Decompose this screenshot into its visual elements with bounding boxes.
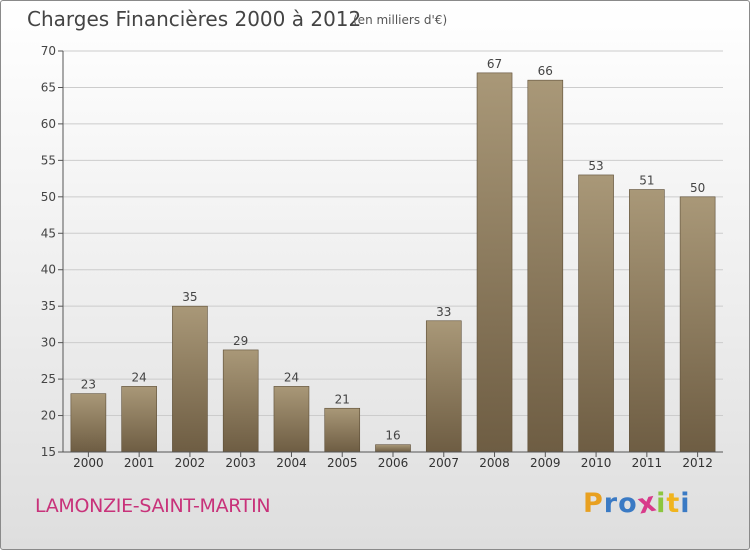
x-tick-label-2003: 2003	[225, 456, 256, 470]
x-tick-label-2000: 2000	[73, 456, 104, 470]
data-label-2002: 35	[182, 290, 197, 304]
y-tick-label: 65	[41, 80, 56, 94]
logo-letter: t	[666, 488, 681, 519]
data-label-2003: 29	[233, 334, 248, 348]
logo-letter: o	[618, 488, 638, 519]
x-tick-label-2008: 2008	[479, 456, 510, 470]
x-tick-label-2006: 2006	[378, 456, 409, 470]
bar-2002	[172, 305, 208, 453]
chart-title: Charges Financières 2000 à 2012	[27, 7, 362, 31]
logo-letter: P	[583, 488, 604, 519]
x-tick-label-2012: 2012	[682, 456, 713, 470]
y-tick-label: 45	[41, 226, 56, 240]
y-tick-label: 50	[41, 190, 56, 204]
bar-2005	[324, 407, 361, 453]
place-name: LAMONZIE-SAINT-MARTIN	[35, 495, 271, 517]
bar-2000	[70, 393, 107, 453]
y-tick-label: 25	[41, 372, 56, 386]
bar-2008	[476, 72, 513, 453]
data-label-2006: 16	[385, 429, 400, 443]
x-tick-label-2011: 2011	[632, 456, 663, 470]
y-tick-label: 60	[41, 117, 56, 131]
x-tick-label-2001: 2001	[124, 456, 155, 470]
data-label-2007: 33	[436, 305, 451, 319]
bar-2009	[527, 79, 564, 453]
bar-2003	[222, 349, 259, 453]
x-tick-label-2005: 2005	[327, 456, 358, 470]
bar-2006	[375, 444, 411, 453]
data-label-2001: 24	[132, 370, 147, 384]
x-tick-label-2002: 2002	[175, 456, 206, 470]
data-label-2011: 51	[639, 174, 654, 188]
x-tick-label-2010: 2010	[581, 456, 612, 470]
data-label-2008: 67	[487, 57, 502, 71]
y-tick-label: 30	[41, 336, 56, 350]
data-label-2000: 23	[81, 378, 96, 392]
x-tick-label-2004: 2004	[276, 456, 307, 470]
logo-letter: i	[656, 488, 667, 519]
bar-chart: 23 24 35 29 24 21 16 33 67 66 53 51 50 15 20 25 30 35 40 4…	[41, 44, 723, 470]
y-tick-label: 55	[41, 153, 56, 167]
bar-2011	[629, 189, 665, 453]
bar-2012	[679, 196, 716, 453]
data-label-2005: 21	[335, 392, 350, 406]
y-tick-label: 40	[41, 263, 56, 277]
y-tick-label: 35	[41, 299, 56, 313]
x-tick-label-2007: 2007	[428, 456, 459, 470]
bar-2004	[273, 386, 310, 453]
data-label-2009: 66	[538, 64, 553, 78]
logo-letter: i	[680, 488, 691, 519]
data-label-2010: 53	[588, 159, 603, 173]
bar-2001	[121, 386, 157, 453]
bar-2007	[425, 320, 462, 453]
x-tick-label-2009: 2009	[530, 456, 561, 470]
proxiti-logo: Proxiti	[583, 486, 691, 520]
y-tick-label: 20	[41, 409, 56, 423]
data-label-2012: 50	[690, 181, 705, 195]
y-tick-label: 70	[41, 44, 56, 58]
data-label-2004: 24	[284, 370, 299, 384]
unit-note: (en milliers d'€)	[353, 13, 448, 27]
y-tick-label: 15	[41, 445, 56, 459]
bar-2010	[578, 174, 614, 453]
logo-letter: r	[603, 488, 619, 519]
